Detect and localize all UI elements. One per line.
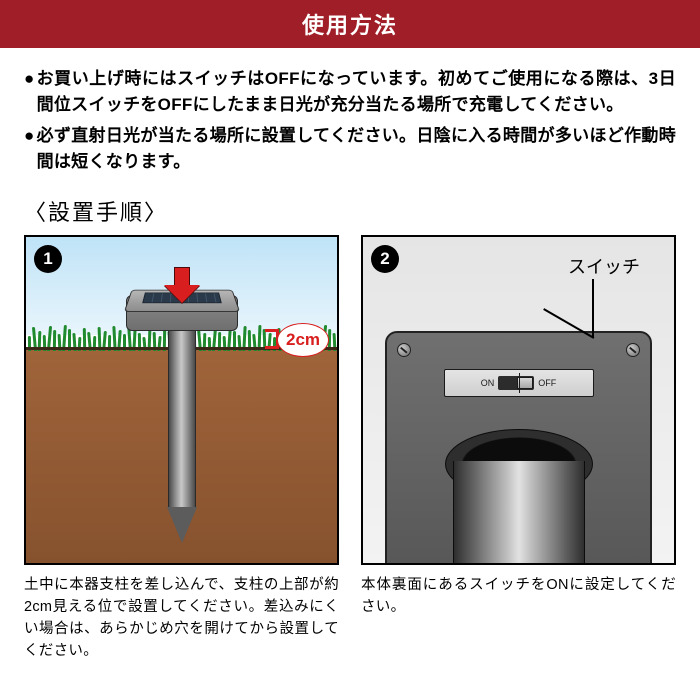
screw-icon [626,343,640,357]
header-banner: 使用方法 [0,0,700,48]
panel-1-figure: 1 2cm [24,235,339,565]
switch-knob [517,377,533,389]
panel-2: 2 スイッチ ON OFF 本体裏面にあるスイッチをONに設定してくだ [361,235,676,662]
switch-slot [498,376,534,390]
panel-1: 1 2cm 土中に本器支柱を差し込んで、支柱の上部が約2cm見える位で設置してく… [24,235,339,662]
section-title: 〈設置手順〉 [0,187,700,235]
intro-item: ● お買い上げ時にはスイッチはOFFになっています。初めてご使用になる際は、3日… [24,66,676,119]
bullet-icon: ● [24,123,35,176]
panels-row: 1 2cm 土中に本器支柱を差し込んで、支柱の上部が約2cm見える位で設置してく… [0,235,700,662]
device-tip [167,507,197,543]
header-title: 使用方法 [302,13,398,38]
switch-panel: ON OFF [444,369,594,397]
screw-icon [397,343,411,357]
switch-off-label: OFF [538,378,556,388]
panel-2-caption: 本体裏面にあるスイッチをONに設定してください。 [361,575,676,619]
callout-line [592,279,594,337]
panel-2-figure: 2 スイッチ ON OFF [361,235,676,565]
intro-block: ● お買い上げ時にはスイッチはOFFになっています。初めてご使用になる際は、3日… [0,48,700,187]
tube [453,461,585,565]
device-stem [168,329,196,509]
panel-1-caption: 土中に本器支柱を差し込んで、支柱の上部が約2cm見える位で設置してください。差込… [24,575,339,662]
bullet-icon: ● [24,66,35,119]
switch-callout-label: スイッチ [568,253,640,279]
switch-on-label: ON [481,378,495,388]
intro-text: お買い上げ時にはスイッチはOFFになっています。初めてご使用になる際は、3日間位… [37,66,676,119]
insert-arrow-icon [164,267,200,303]
intro-item: ● 必ず直射日光が当たる場所に設置してください。日陰に入る時間が多いほど作動時間… [24,123,676,176]
device-back-body: ON OFF [385,331,652,565]
switch-divider [519,373,520,393]
intro-text: 必ず直射日光が当たる場所に設置してください。日陰に入る時間が多いほど作動時間は短… [37,123,676,176]
